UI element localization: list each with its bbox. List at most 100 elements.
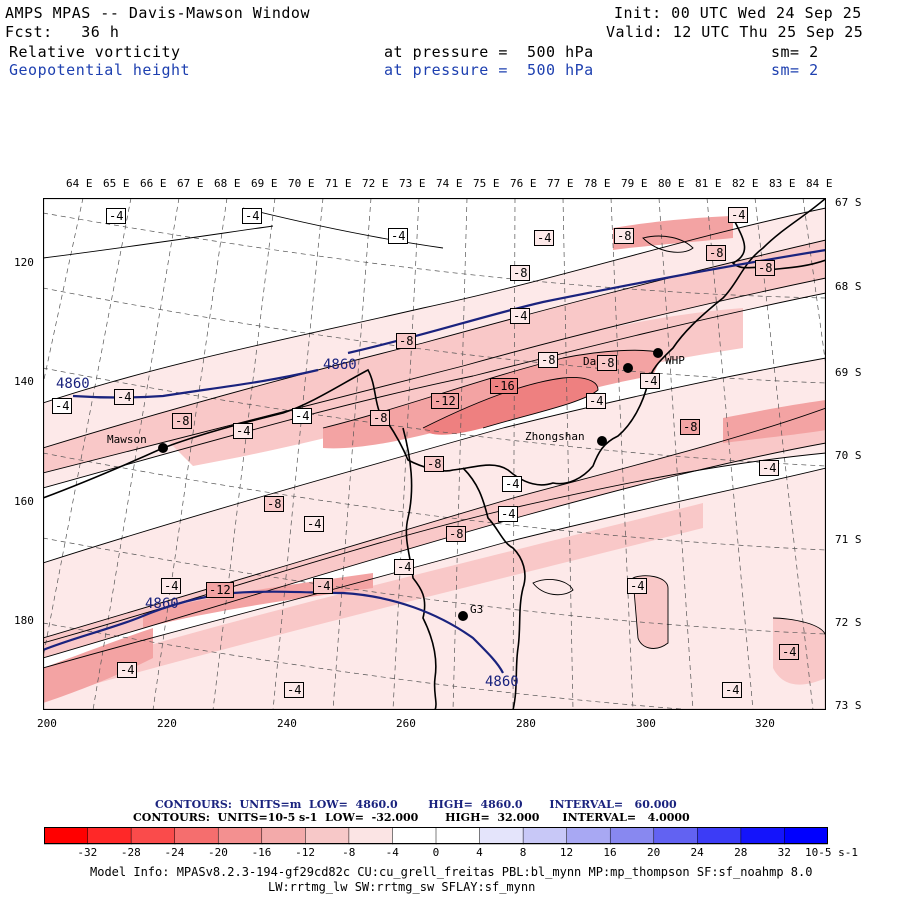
- lon-label: 68 E: [214, 177, 241, 190]
- vorticity-map: [43, 198, 826, 710]
- model-info-line1: Model Info: MPASv8.2.3-194-gf29cd82c CU:…: [90, 865, 813, 879]
- colorbar-tick-label: 12: [559, 846, 574, 859]
- lon-label: 69 E: [251, 177, 278, 190]
- vort-label: -4: [388, 228, 409, 244]
- vort-label: -4: [510, 308, 531, 324]
- vort-label: -8: [680, 419, 701, 435]
- vorticity-contour-info: CONTOURS: UNITS=10-5 s-1 LOW= -32.000 HI…: [133, 811, 690, 824]
- colorbar-tick-label: 8: [519, 846, 527, 859]
- lon-label: 74 E: [436, 177, 463, 190]
- vort-label: -4: [627, 578, 648, 594]
- lon-label: 67 E: [177, 177, 204, 190]
- y-tick-label: 140: [14, 375, 34, 388]
- vort-label: -4: [498, 506, 519, 522]
- lon-label: 77 E: [547, 177, 574, 190]
- lat-label: 70 S: [835, 449, 862, 462]
- vort-label: -4: [759, 460, 780, 476]
- vort-label: -4: [722, 682, 743, 698]
- x-tick-label: 280: [516, 717, 536, 730]
- vort-label: -4: [586, 393, 607, 409]
- station-label-mawson: Mawson: [107, 433, 147, 446]
- lon-label: 70 E: [288, 177, 315, 190]
- vort-label: -4: [242, 208, 263, 224]
- graticule: [43, 198, 826, 710]
- vort-label: -8: [370, 410, 391, 426]
- vort-label: -8: [755, 260, 776, 276]
- colorbar-swatch: [653, 827, 699, 845]
- colorbar-swatch: [44, 827, 89, 845]
- station-label-g3: G3: [470, 603, 484, 616]
- x-tick-label: 200: [37, 717, 57, 730]
- lon-label: 75 E: [473, 177, 500, 190]
- height-contour-info: CONTOURS: UNITS=m LOW= 4860.0 HIGH= 4860…: [155, 798, 677, 811]
- station-dot-g3: [458, 611, 468, 621]
- vort-label: -8: [706, 245, 727, 261]
- x-tick-label: 300: [636, 717, 656, 730]
- vort-label: -4: [284, 682, 305, 698]
- vort-label: -4: [292, 408, 313, 424]
- colorbar-swatch: [261, 827, 307, 845]
- vort-label: -4: [114, 389, 135, 405]
- y-tick-label: 120: [14, 256, 34, 269]
- colorbar-swatch: [217, 827, 263, 845]
- y-tick-label: 180: [14, 614, 34, 627]
- colorbar-tick-label: -24: [164, 846, 185, 859]
- colorbar-swatch: [87, 827, 132, 845]
- lon-label: 78 E: [584, 177, 611, 190]
- forecast-hour: Fcst: 36 h: [5, 23, 120, 41]
- vort-label: -12: [431, 393, 459, 409]
- height-contour-label: 4860: [323, 357, 357, 373]
- lon-label: 79 E: [621, 177, 648, 190]
- lon-label: 64 E: [66, 177, 93, 190]
- colorbar-swatch: [522, 827, 568, 845]
- vort-label: -8: [396, 333, 417, 349]
- lon-label: 76 E: [510, 177, 537, 190]
- x-tick-label: 240: [277, 717, 297, 730]
- colorbar-tick-label: -4: [385, 846, 399, 859]
- colorbar: [44, 827, 828, 845]
- lon-label: 82 E: [732, 177, 759, 190]
- colorbar-units: 10-5 s-1: [805, 846, 858, 859]
- vort-label: -4: [117, 662, 138, 678]
- field1-level: at pressure = 500 hPa: [384, 43, 594, 61]
- station-label-whp: WHP: [665, 354, 685, 367]
- colorbar-tick-label: 32: [777, 846, 791, 859]
- vort-label: -4: [313, 578, 334, 594]
- x-tick-label: 320: [755, 717, 775, 730]
- colorbar-swatch: [130, 827, 176, 845]
- colorbar-swatch: [348, 827, 394, 845]
- colorbar-tick-label: 16: [603, 846, 617, 859]
- vort-label: -4: [534, 230, 555, 246]
- vort-label: -4: [728, 207, 749, 223]
- colorbar-tick-label: 4: [476, 846, 483, 859]
- lat-label: 73 S: [835, 699, 862, 712]
- colorbar-swatch: [609, 827, 655, 845]
- colorbar-tick-label: 28: [734, 846, 748, 859]
- station-dot-whp: [653, 348, 663, 358]
- station-dot-mawson: [158, 443, 168, 453]
- lon-label: 65 E: [103, 177, 130, 190]
- colorbar-swatch: [305, 827, 350, 845]
- lat-label: 68 S: [835, 280, 862, 293]
- field2-name: Geopotential height: [9, 61, 191, 79]
- colorbar-swatch: [435, 827, 481, 845]
- station-markers: [158, 348, 663, 621]
- colorbar-tick-label: -28: [120, 846, 141, 859]
- vort-label: -8: [614, 228, 635, 244]
- x-tick-label: 260: [396, 717, 416, 730]
- vort-label: -8: [597, 355, 618, 371]
- station-dot-davis: [623, 363, 633, 373]
- colorbar-tick-label: -8: [342, 846, 356, 859]
- coastline: [43, 198, 826, 710]
- field2-smoothing: sm= 2: [771, 61, 819, 79]
- init-time: Init: 00 UTC Wed 24 Sep 25: [614, 4, 862, 22]
- lon-label: 84 E: [806, 177, 833, 190]
- vort-label: -4: [502, 476, 523, 492]
- lon-label: 71 E: [325, 177, 352, 190]
- colorbar-swatch: [697, 827, 742, 845]
- lon-label: 72 E: [362, 177, 389, 190]
- y-tick-label: 160: [14, 495, 34, 508]
- vort-label: -4: [779, 644, 800, 660]
- valid-time: Valid: 12 UTC Thu 25 Sep 25: [606, 23, 864, 41]
- field1-smoothing: sm= 2: [771, 43, 819, 61]
